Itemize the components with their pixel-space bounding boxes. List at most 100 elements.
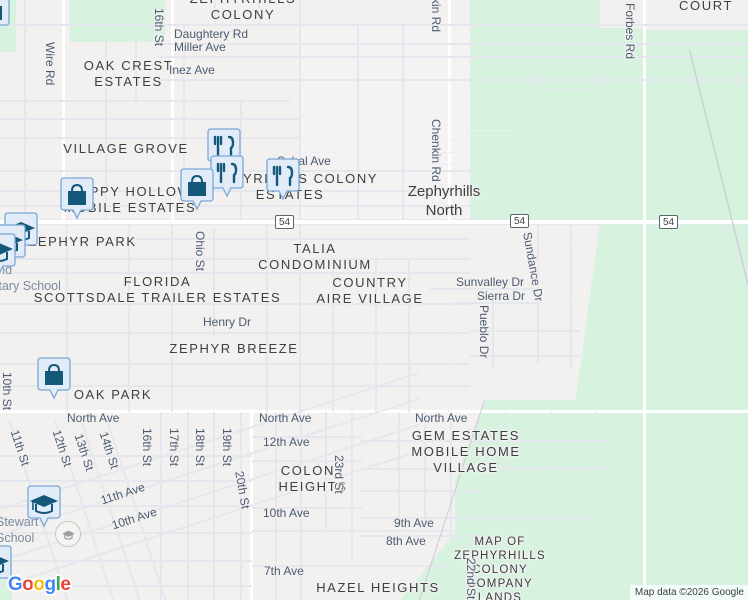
logo-letter: o bbox=[22, 574, 34, 595]
area-label-oak-crest-estates: OAK CREST ESTATES bbox=[83, 58, 174, 89]
google-logo[interactable]: Google bbox=[8, 574, 71, 596]
road-grid-v bbox=[448, 300, 450, 412]
road-grid-h bbox=[0, 585, 252, 587]
area-label-village-grove: VILLAGE GROVE bbox=[63, 141, 189, 156]
map-pin-school-4[interactable] bbox=[0, 545, 14, 591]
road-grid-h bbox=[0, 205, 470, 207]
road-grid-h bbox=[520, 240, 572, 242]
road-10th-ave-e[interactable] bbox=[252, 507, 362, 509]
area-label-colony-heights: COLONY HEIGHTS bbox=[278, 463, 348, 494]
road-grid-h bbox=[0, 118, 300, 120]
road-grid-h bbox=[0, 505, 252, 507]
road-grid-v bbox=[24, 0, 26, 220]
road-grid-v bbox=[357, 24, 359, 220]
map-attribution: Map data ©2026 Google bbox=[629, 585, 748, 600]
road-grid-h bbox=[0, 532, 252, 534]
road-grid-h bbox=[0, 272, 470, 274]
attribution-text: Map data ©2026 Google bbox=[634, 587, 744, 598]
road-grid-h bbox=[0, 303, 470, 305]
logo-letter: g bbox=[44, 574, 57, 595]
road-grid-h bbox=[360, 468, 610, 470]
school-icon bbox=[0, 545, 12, 579]
map-dot-school-poi[interactable] bbox=[55, 521, 81, 547]
road-inez-ave[interactable] bbox=[160, 79, 748, 81]
road-16th-st-north[interactable] bbox=[171, 0, 174, 222]
school-icon bbox=[27, 485, 61, 528]
map-pin-restaurant-3[interactable] bbox=[264, 158, 302, 204]
road-12th-ave[interactable] bbox=[252, 436, 362, 438]
street-label-ohio-st: Ohio St bbox=[193, 231, 207, 272]
road-grid-v bbox=[266, 224, 268, 412]
road-grid-v bbox=[550, 412, 552, 472]
map-pin-shopping-3[interactable] bbox=[35, 357, 73, 403]
road-7th-ave[interactable] bbox=[252, 565, 452, 567]
area-label-florida-scottsdale-trailer-estates: FLORIDA SCOTTSDALE TRAILER ESTATES bbox=[33, 274, 282, 305]
road-grid-h bbox=[0, 24, 748, 26]
road-henry-dr[interactable] bbox=[0, 332, 470, 334]
logo-letter: l bbox=[55, 574, 61, 595]
road-grid-v bbox=[105, 0, 107, 220]
road-grid-v bbox=[275, 412, 277, 600]
road-14th-st[interactable] bbox=[106, 420, 186, 600]
street-label-12th-st: 12th St bbox=[49, 428, 75, 469]
map-pin-shopping-1[interactable] bbox=[178, 168, 216, 214]
road-grid-h bbox=[535, 89, 595, 91]
road-grid-v bbox=[424, 412, 426, 522]
street-label-inez-ave: Inez Ave bbox=[169, 63, 215, 77]
road-grid-h bbox=[470, 355, 580, 357]
school-icon bbox=[61, 530, 75, 540]
road-grid-v bbox=[183, 24, 185, 220]
road-grid-v bbox=[466, 126, 468, 220]
road-grid-v bbox=[520, 240, 522, 300]
green-area-top-right bbox=[470, 0, 748, 222]
street-label-pueblo-dr: Pueblo Dr bbox=[477, 305, 491, 359]
road-pueblo-dr[interactable] bbox=[492, 296, 494, 368]
road-grid-v bbox=[66, 224, 68, 412]
road-sierra-dr[interactable] bbox=[455, 302, 540, 304]
road-grid-h bbox=[300, 152, 470, 154]
road-grid-v bbox=[213, 228, 215, 338]
road-9th-ave[interactable] bbox=[360, 517, 590, 519]
highway-shield-54-mid[interactable]: 54 bbox=[510, 214, 530, 228]
street-label-11th-st: 11th St bbox=[7, 428, 33, 468]
street-label-wire-rd: Wire Rd bbox=[43, 42, 57, 86]
road-13th-st[interactable] bbox=[80, 420, 160, 600]
road-grid-v bbox=[432, 126, 434, 220]
highway-shield-54-east[interactable]: 54 bbox=[659, 215, 679, 229]
road-sr54[interactable] bbox=[0, 220, 748, 224]
road-daughtery-rd[interactable] bbox=[160, 43, 748, 45]
road-grid-h bbox=[0, 238, 470, 240]
road-grid-h bbox=[360, 490, 480, 492]
road-grid-h bbox=[360, 440, 610, 442]
street-label-north-ave-west: North Ave bbox=[67, 411, 120, 425]
road-grid-h bbox=[0, 137, 300, 139]
restaurant-icon bbox=[266, 158, 300, 201]
road-grid-v bbox=[300, 412, 302, 600]
road-sundance-dr[interactable] bbox=[537, 224, 539, 364]
road-grid-h bbox=[300, 164, 470, 166]
road-grid-h bbox=[470, 330, 580, 332]
road-23rd-st[interactable] bbox=[351, 412, 353, 562]
road-12th-st[interactable] bbox=[54, 420, 134, 600]
road-chenkin-rd[interactable] bbox=[448, 0, 451, 222]
map-pin-shopping-2[interactable] bbox=[58, 177, 96, 223]
street-label-10th-st: 10th St bbox=[0, 372, 14, 411]
road-grid-v bbox=[299, 0, 301, 220]
road-sunvalley-dr[interactable] bbox=[430, 288, 540, 290]
road-forbes-rd[interactable] bbox=[643, 0, 646, 600]
road-grid-v bbox=[535, 50, 537, 90]
road-wire-rd[interactable] bbox=[62, 0, 65, 220]
road-grid-h bbox=[535, 50, 595, 52]
road-grid-v bbox=[375, 260, 377, 412]
road-grid-h bbox=[0, 363, 470, 365]
highway-shield-54-west[interactable]: 54 bbox=[275, 215, 295, 229]
map-pin-top-left-clipped[interactable] bbox=[0, 0, 12, 38]
street-label-13th-st: 13th St bbox=[71, 432, 97, 473]
road-8th-ave[interactable] bbox=[360, 535, 480, 537]
road-grid-h bbox=[0, 455, 252, 457]
logo-letter: G bbox=[8, 574, 23, 595]
map-pin-school-stewart[interactable] bbox=[25, 485, 63, 531]
map-pin-school-3[interactable] bbox=[0, 233, 18, 279]
road-miller-ave[interactable] bbox=[160, 56, 748, 58]
